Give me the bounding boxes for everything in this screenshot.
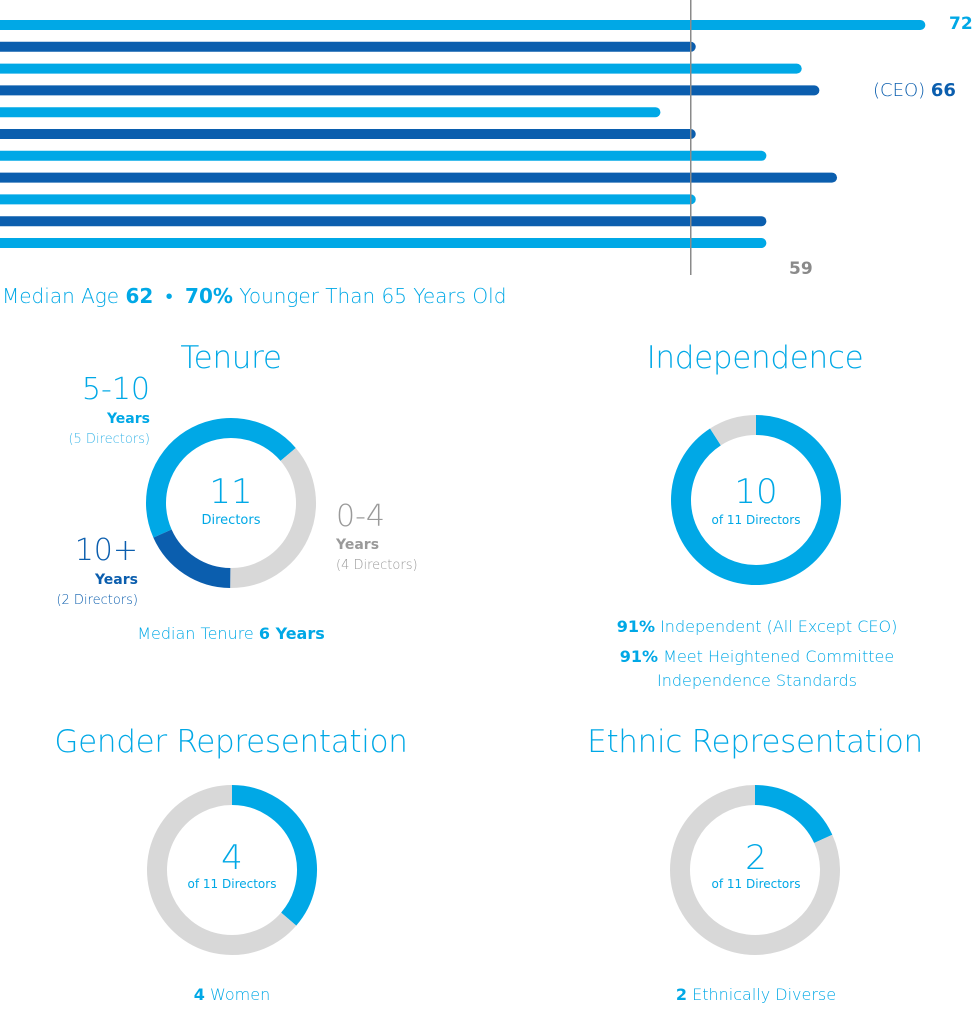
tenure-center-value: 11 <box>209 472 253 512</box>
tenure-slice-0-4 <box>230 447 316 588</box>
independence-title: Independence <box>646 340 864 376</box>
tenure-0-4-count: (4 Directors) <box>336 558 418 573</box>
gender-center-label: of 11 Directors <box>187 877 277 891</box>
ethnic-title: Ethnic Representation <box>587 724 923 760</box>
independence-line-2b: Independence Standards <box>657 671 857 690</box>
independence-line-1-text: Independent (All Except CEO) <box>660 617 898 636</box>
bar-value-label-66: 66 <box>930 80 956 101</box>
ethnic-caption-value: 2 <box>675 985 688 1004</box>
independence-line-1: 91% Independent (All Except CEO) <box>617 617 898 636</box>
ethnic-center-label: of 11 Directors <box>711 877 801 891</box>
younger-pct: 70% <box>185 284 233 308</box>
donut-slice <box>670 785 840 955</box>
tenure-5-10-unit: Years <box>106 411 150 427</box>
donut-slice <box>231 785 317 926</box>
ethnic-caption-text: Ethnically Diverse <box>692 985 837 1004</box>
gender-caption-value: 4 <box>193 985 205 1004</box>
tenure-center-label: Directors <box>201 513 261 528</box>
bar-value-label-72: 72 <box>949 14 973 34</box>
median-tenure: Median Tenure 6 Years <box>137 624 325 643</box>
tenure-10p-count: (2 Directors) <box>56 593 138 608</box>
gender-caption: 4 Women <box>194 985 270 1004</box>
tenure-title: Tenure <box>180 340 282 376</box>
median-tenure-prefix: Median Tenure <box>137 624 254 643</box>
tenure-10p-range: 10+ <box>74 533 138 568</box>
donut-slice <box>147 785 297 955</box>
ceo-prefix: (CEO) <box>873 80 926 101</box>
younger-text: Younger Than 65 Years Old <box>239 284 507 308</box>
gender-caption-text: Women <box>209 985 271 1004</box>
independence-line-2-text-a: Meet Heightened Committee <box>663 647 895 666</box>
median-age-value: 62 <box>125 284 154 308</box>
tenure-slice-10+ <box>153 529 231 588</box>
independence-line-2-pct: 91% <box>619 647 659 666</box>
independence-line-2: 91% Meet Heightened Committee <box>620 647 894 666</box>
tenure-5-10-range: 5-10 <box>81 372 150 407</box>
gender-title: Gender Representation <box>54 724 408 760</box>
donut-slice <box>671 415 841 585</box>
independence-center-value: 10 <box>734 472 778 512</box>
ethnic-center-value: 2 <box>745 838 767 878</box>
donut-slice <box>710 415 757 446</box>
age-summary: Median Age 62 • 70% Younger Than 65 Year… <box>2 284 506 309</box>
donut-slice <box>754 785 833 844</box>
ceo-label: (CEO) 66 <box>873 80 956 101</box>
independence-center-label: of 11 Directors <box>711 513 801 527</box>
tenure-10p-unit: Years <box>94 572 138 588</box>
median-tenure-value: 6 Years <box>258 624 325 643</box>
tenure-0-4-range: 0-4 <box>336 499 385 534</box>
separator-dot: • <box>165 284 173 308</box>
ethnic-caption: 2 Ethnically Diverse <box>676 985 836 1004</box>
tenure-slice-5-10 <box>146 418 296 538</box>
donut-charts <box>146 415 841 955</box>
median-age-prefix: Median Age <box>2 284 120 308</box>
tenure-0-4-unit: Years <box>336 537 380 553</box>
gender-center-value: 4 <box>221 838 243 878</box>
tenure-5-10-count: (5 Directors) <box>68 432 150 447</box>
independence-line-1-pct: 91% <box>616 617 655 636</box>
median-line-label: 59 <box>789 259 813 279</box>
age-bar-chart <box>0 0 926 275</box>
